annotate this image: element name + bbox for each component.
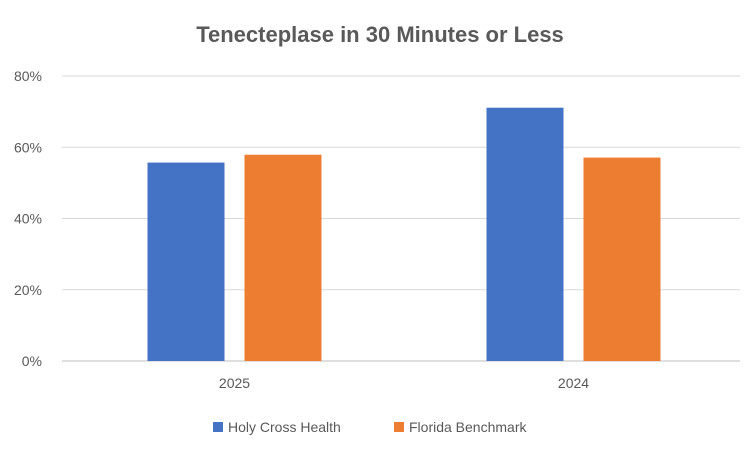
x-tick-label: 2025 [219, 375, 250, 391]
x-tick-label: 2024 [558, 375, 589, 391]
chart-title: Tenecteplase in 30 Minutes or Less [196, 22, 564, 47]
legend-label: Holy Cross Health [228, 419, 341, 435]
legend-label: Florida Benchmark [409, 419, 527, 435]
bar-florida-benchmark-2024 [583, 157, 661, 361]
y-tick-label: 60% [14, 139, 42, 155]
y-tick-label: 20% [14, 282, 42, 298]
bar-holy-cross-health-2025 [147, 162, 225, 361]
legend-swatch [394, 422, 404, 432]
y-tick-label: 0% [22, 353, 42, 369]
bar-holy-cross-health-2024 [486, 107, 564, 361]
legend-swatch [213, 422, 223, 432]
y-tick-label: 80% [14, 68, 42, 84]
bar-florida-benchmark-2025 [244, 154, 322, 361]
y-tick-label: 40% [14, 211, 42, 227]
